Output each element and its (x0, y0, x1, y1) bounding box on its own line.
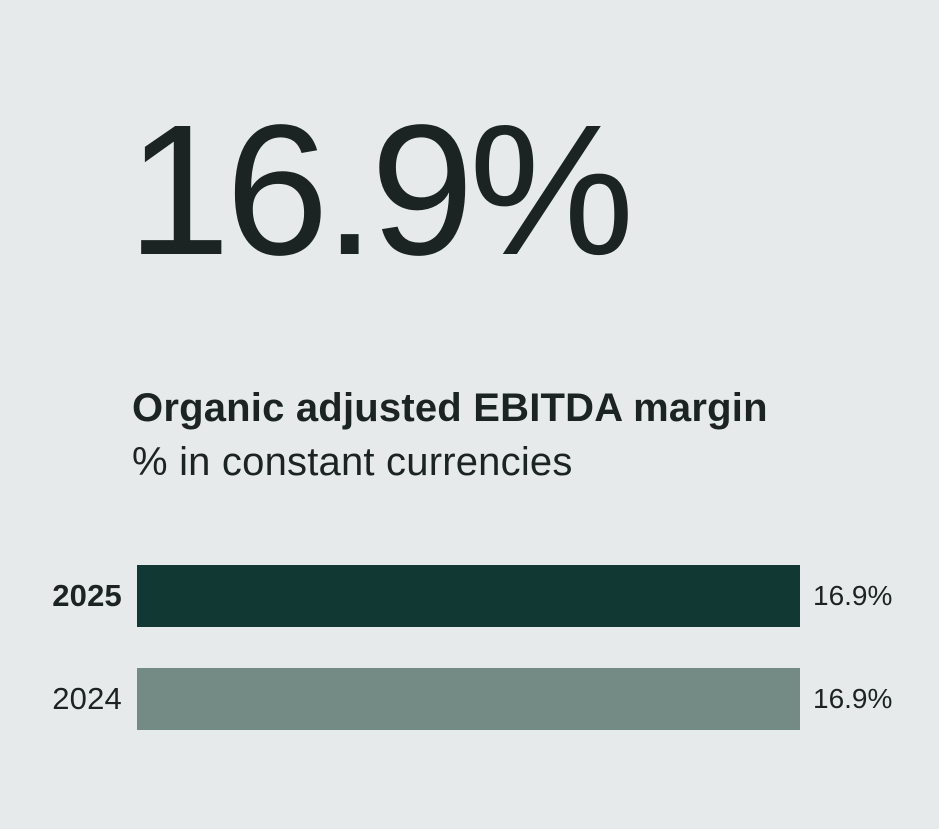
headline-value: 16.9% (127, 87, 634, 294)
bar-track-2025 (137, 565, 800, 627)
chart-title: Organic adjusted EBITDA margin (132, 386, 768, 430)
bar-row-2024: 2024 16.9% (0, 668, 939, 730)
chart-subtitle: % in constant currencies (132, 440, 573, 484)
bar-label-2025: 2025 (52, 578, 122, 613)
chart-title-block: Organic adjusted EBITDA margin % in cons… (132, 381, 768, 489)
bar-row-2025: 2025 16.9% (0, 565, 939, 627)
bar-value-2024: 16.9% (813, 683, 893, 714)
bar-2025 (137, 565, 800, 627)
bar-label-2024: 2024 (52, 681, 122, 716)
bar-value-2025: 16.9% (813, 580, 893, 611)
bar-2024 (137, 668, 800, 730)
bar-track-2024 (137, 668, 800, 730)
